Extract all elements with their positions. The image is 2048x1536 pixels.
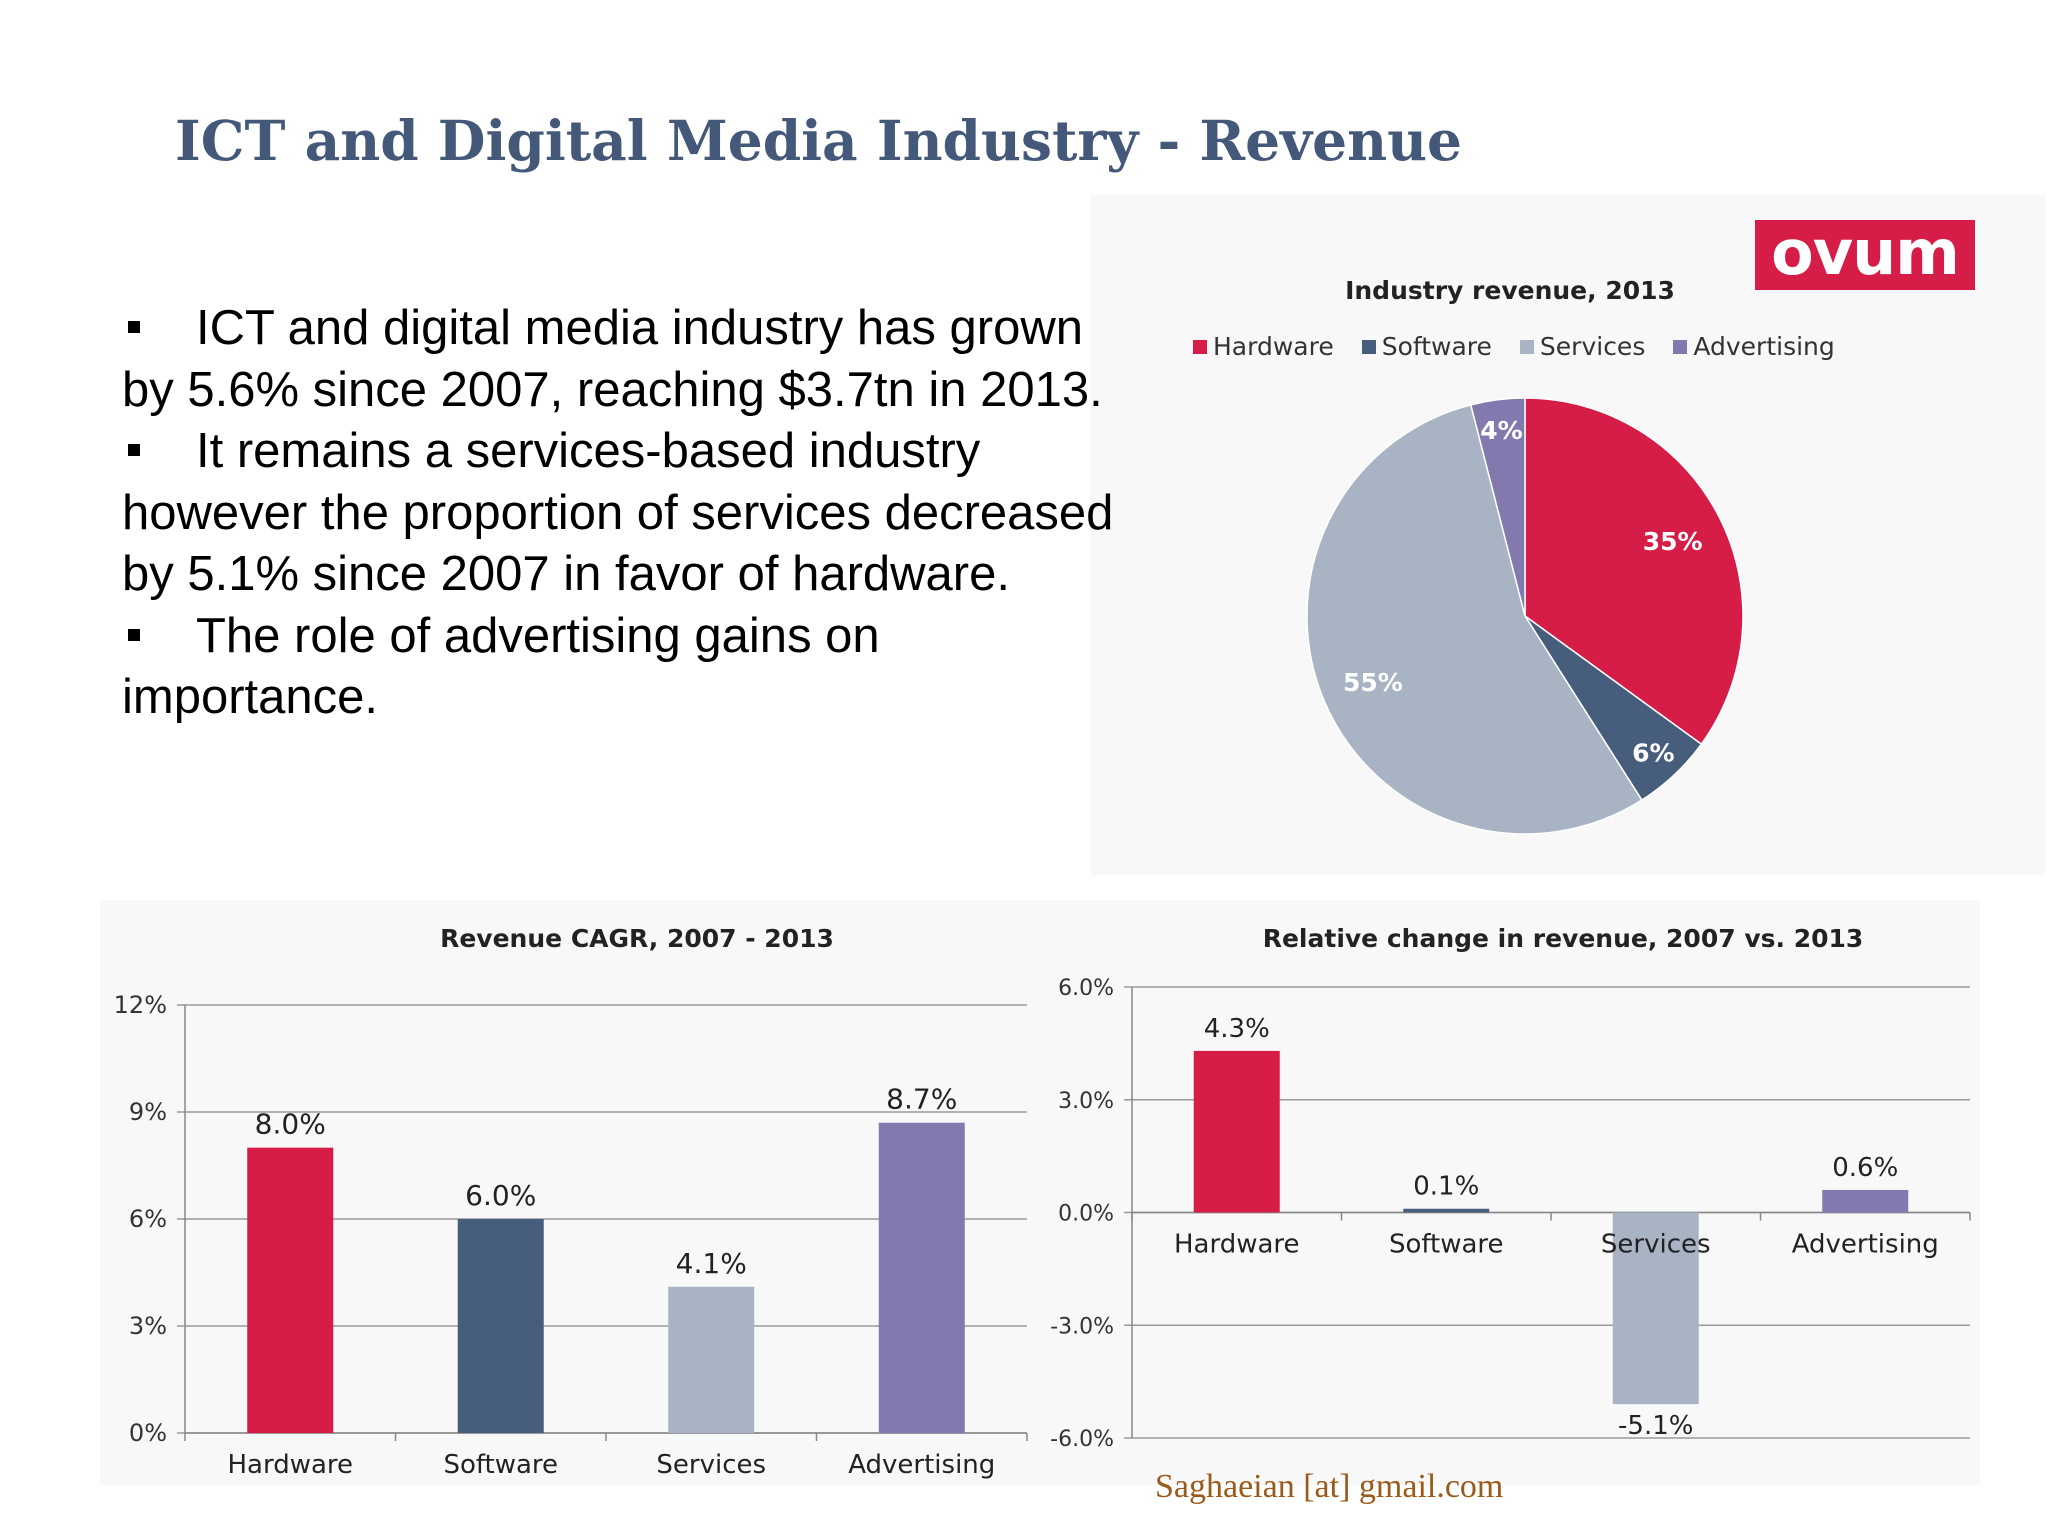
y-tick-label: 3.0% [1058,1089,1114,1114]
x-category-label: Software [443,1450,558,1480]
pie-slice-services [1306,403,1643,835]
y-tick-label: 9% [129,1098,167,1126]
bar-value-label: 0.1% [1413,1172,1479,1202]
bullet-item: It remains a services-based industry how… [122,421,1132,606]
bar-advertising [878,1122,965,1433]
bar-software [457,1219,544,1433]
bar-services [1612,1212,1699,1405]
cagr-chart-title: Revenue CAGR, 2007 - 2013 [440,924,834,953]
x-category-label: Hardware [227,1450,353,1480]
legend-swatch [1673,339,1688,354]
bar-value-label: 0.6% [1832,1153,1898,1183]
legend-label: Services [1539,332,1646,361]
bullet-item: ICT and digital media industry has grown… [122,298,1132,421]
bar-software [1403,1208,1490,1213]
legend-label: Advertising [1693,332,1835,361]
change-chart-title: Relative change in revenue, 2007 vs. 201… [1262,924,1864,953]
bar-value-label: 8.7% [886,1083,957,1116]
y-tick-label: -6.0% [1050,1427,1114,1452]
pie-chart-title: Industry revenue, 2013 [1345,276,1675,305]
x-category-label: Advertising [848,1450,995,1480]
y-tick-label: 12% [114,991,167,1019]
pie-slice-label: 4% [1480,416,1522,445]
legend-swatch [1519,339,1534,354]
bullet-item: The role of advertising gains on importa… [122,606,1132,729]
change-bar-chart: -6.0% -3.0% 0.0% 3.0% 6.0% 4.3% Hardware 0.1% So… [1050,976,1971,1452]
bullet-square-icon [128,321,140,334]
bar-hardware [247,1147,334,1433]
bullet-square-icon [128,444,140,457]
pie-legend: Hardware Software Services Advertising [1193,332,1835,361]
x-category-label: Advertising [1792,1230,1939,1260]
legend-item: Hardware [1193,332,1334,361]
pie-slice-hardware [1524,397,1744,746]
x-category-label: Services [1601,1230,1711,1260]
legend-item: Software [1361,332,1492,361]
x-category-label: Services [656,1450,766,1480]
pie-chart: 35% 6% 55% 4% [1306,397,1744,835]
legend-swatch [1193,339,1207,354]
legend-swatch [1361,339,1376,354]
x-category-label: Hardware [1174,1230,1300,1260]
legend-label: Software [1381,332,1492,361]
pie-slice-advertising [1469,397,1526,617]
y-tick-label: 6.0% [1058,976,1114,1001]
bar-hardware [1193,1050,1280,1213]
x-category-label: Software [1389,1230,1504,1260]
y-tick-label: 3% [129,1312,167,1340]
bar-services [668,1286,755,1433]
legend-label: Hardware [1213,332,1334,361]
bar-advertising [1822,1189,1909,1213]
bullet-list: ICT and digital media industry has grown… [122,298,1132,729]
slide-title: ICT and Digital Media Industry - Revenue [175,108,1463,173]
ovum-logo: ovum [1755,220,1975,290]
bar-value-label: 6.0% [465,1179,536,1212]
y-tick-label: -3.0% [1050,1314,1114,1339]
bar-value-label: -5.1% [1618,1411,1693,1441]
bullet-text: It remains a services-based industry how… [122,424,1114,601]
y-tick-label: 0.0% [1058,1202,1114,1227]
bar-value-label: 4.3% [1204,1014,1270,1044]
legend-item: Services [1519,332,1646,361]
y-tick-label: 6% [129,1205,167,1233]
bullet-text: The role of advertising gains on importa… [122,608,880,725]
pie-slice-label: 35% [1643,527,1703,556]
cagr-bar-chart: 0% 3% 6% 9% 12% 8.0% Hardware 6.0% Software 4.1% S… [114,991,1028,1480]
bar-value-label: 4.1% [676,1247,747,1280]
legend-item: Advertising [1673,332,1835,361]
pie-slice-label: 6% [1632,739,1674,768]
bullet-text: ICT and digital media industry has grown… [122,301,1103,417]
y-tick-label: 0% [129,1419,167,1447]
bar-value-label: 8.0% [255,1108,326,1141]
footer-email: Saghaeian [at] gmail.com [1155,1468,1504,1505]
pie-slice-label: 55% [1343,668,1403,697]
bullet-square-icon [128,628,140,641]
